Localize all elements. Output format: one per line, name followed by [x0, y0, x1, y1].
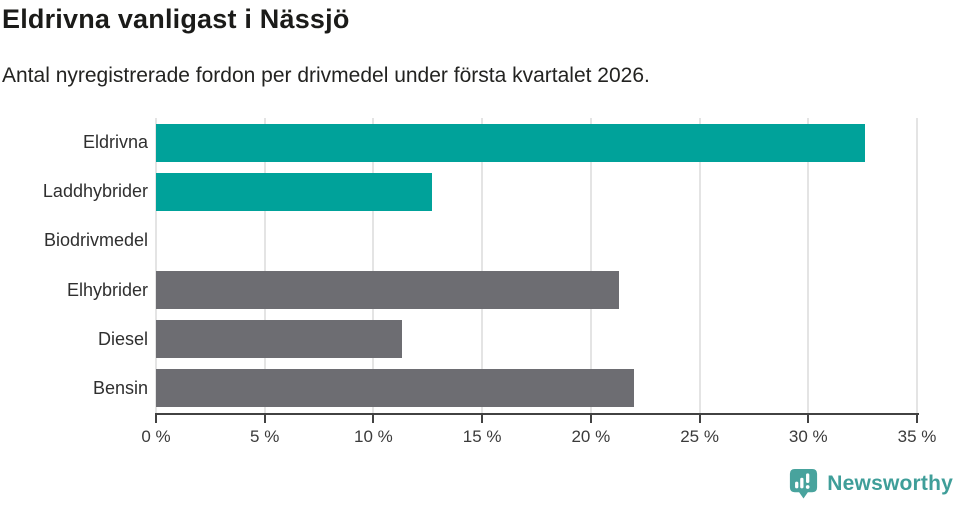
- gridline: [372, 118, 375, 413]
- tick-label: 0 %: [141, 427, 171, 446]
- category-label: Eldrivna: [82, 132, 148, 153]
- tick-label: 5 %: [250, 427, 280, 446]
- bar-row: [156, 315, 917, 364]
- category-label-row: Laddhybrider: [0, 167, 148, 216]
- category-label-row: Diesel: [0, 315, 148, 364]
- tick-label: 15 %: [462, 427, 502, 446]
- x-axis-line: [155, 413, 919, 415]
- newsworthy-logo[interactable]: Newsworthy: [787, 467, 953, 501]
- gridline: [263, 118, 266, 413]
- y-axis-category-labels: Eldrivna Laddhybrider Biodrivmedel Elhyb…: [0, 118, 148, 413]
- category-label-row: Elhybrider: [0, 266, 148, 315]
- bar-diesel: [156, 320, 402, 359]
- tick-mark: [807, 415, 810, 423]
- bar-row: [156, 364, 917, 413]
- gridline: [155, 118, 157, 413]
- category-label-row: Biodrivmedel: [0, 216, 148, 265]
- gridline: [698, 118, 701, 413]
- bar-row: [156, 266, 917, 315]
- bar-rows: [156, 118, 917, 413]
- tick-mark: [481, 415, 484, 423]
- category-label: Bensin: [92, 377, 148, 398]
- tick-label: 20 %: [571, 427, 611, 446]
- tick-mark: [155, 415, 157, 423]
- tick-label: 30 %: [788, 427, 828, 446]
- tick-mark: [263, 415, 266, 423]
- gridline: [481, 118, 484, 413]
- bar-row: [156, 216, 917, 265]
- category-label: Elhybrider: [66, 279, 148, 300]
- bar-bensin: [156, 369, 635, 408]
- category-label-row: Eldrivna: [0, 118, 148, 167]
- bar-eldrivna: [156, 123, 865, 162]
- bar-elhybrider: [156, 271, 620, 310]
- x-axis-ticks: 0 % 5 % 10 % 15 % 20 % 25 % 30 % 35 %: [141, 413, 936, 458]
- newsworthy-chart-bubble-icon: [787, 467, 820, 501]
- gridline: [916, 118, 918, 413]
- tick-label: 25 %: [680, 427, 719, 446]
- newsworthy-logo-text: Newsworthy: [827, 472, 953, 495]
- tick-label: 10 %: [354, 427, 393, 446]
- bar-laddhybrider: [156, 172, 433, 211]
- category-label: Laddhybrider: [42, 181, 148, 202]
- bar-chart: Eldrivna Laddhybrider Biodrivmedel Elhyb…: [0, 118, 960, 458]
- category-label-row: Bensin: [0, 364, 148, 413]
- chart-subtitle: Antal nyregistrerade fordon per drivmede…: [2, 64, 650, 87]
- category-label: Diesel: [97, 328, 148, 349]
- tick-mark: [916, 415, 918, 423]
- gridline: [807, 118, 810, 413]
- tick-label: 35 %: [897, 427, 937, 446]
- bar-row: [156, 118, 917, 167]
- bar-row: [156, 167, 917, 216]
- chart-title: Eldrivna vanligast i Nässjö: [2, 4, 350, 34]
- gridline: [589, 118, 592, 413]
- plot-area: [155, 118, 918, 413]
- tick-mark: [589, 415, 592, 423]
- tick-mark: [372, 415, 375, 423]
- category-label: Biodrivmedel: [43, 230, 148, 251]
- tick-mark: [698, 415, 701, 423]
